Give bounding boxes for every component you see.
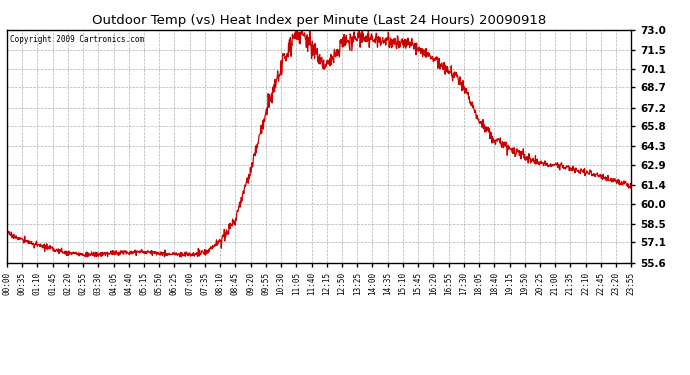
Text: Copyright 2009 Cartronics.com: Copyright 2009 Cartronics.com <box>10 34 144 44</box>
Title: Outdoor Temp (vs) Heat Index per Minute (Last 24 Hours) 20090918: Outdoor Temp (vs) Heat Index per Minute … <box>92 15 546 27</box>
